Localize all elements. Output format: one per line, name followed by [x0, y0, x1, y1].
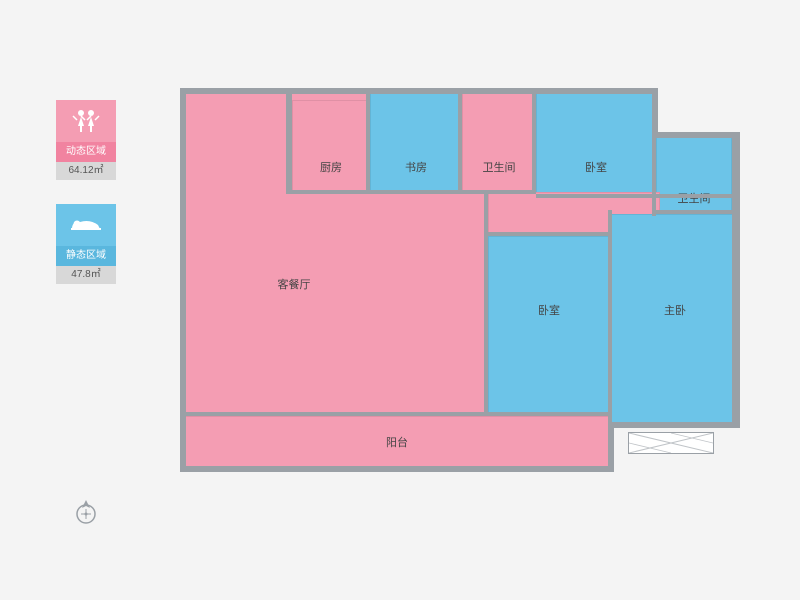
room-label-bed2: 卧室 [538, 302, 560, 318]
wall [180, 466, 614, 472]
legend: 动态区域 64.12㎡ 静态区域 47.8㎡ [56, 100, 116, 308]
legend-static-label: 静态区域 [56, 246, 116, 266]
wall [652, 88, 658, 136]
legend-dynamic-value: 64.12㎡ [56, 162, 116, 180]
room-bed2 [488, 236, 610, 416]
wall [286, 190, 536, 194]
wall [652, 210, 736, 214]
wall [458, 92, 462, 192]
legend-static-value: 47.8㎡ [56, 266, 116, 284]
wall [366, 92, 370, 192]
room-label-balcony: 阳台 [386, 434, 408, 450]
wall [652, 132, 738, 138]
compass-icon [72, 498, 100, 531]
legend-static: 静态区域 47.8㎡ [56, 204, 116, 284]
room-kitchen [292, 100, 370, 192]
room-label-master: 主卧 [664, 302, 686, 318]
wall [732, 132, 740, 428]
room-master [610, 214, 740, 424]
room-label-bed1: 卧室 [585, 159, 607, 175]
floorplan: 客餐厅厨房书房卫生间卧室卫生间卧室主卧阳台 [184, 92, 740, 480]
wall [286, 92, 292, 194]
wall [484, 232, 612, 236]
room-label-living: 客餐厅 [278, 276, 311, 292]
wall [536, 194, 736, 198]
wall [608, 210, 612, 426]
legend-dynamic: 动态区域 64.12㎡ [56, 100, 116, 180]
room-bed1 [536, 92, 656, 198]
room-label-kitchen: 厨房 [320, 159, 342, 175]
wall [608, 422, 740, 428]
sleep-icon [56, 204, 116, 246]
legend-dynamic-label: 动态区域 [56, 142, 116, 162]
room-bath1 [462, 92, 536, 192]
wall [180, 88, 656, 94]
ac-outdoor-unit [628, 432, 714, 454]
wall [484, 192, 488, 416]
room-study [370, 92, 462, 192]
room-label-bath2: 卫生间 [678, 190, 711, 206]
room-label-study: 书房 [405, 159, 427, 175]
wall [608, 422, 614, 470]
wall [180, 412, 612, 416]
people-icon [56, 100, 116, 142]
room-label-bath1: 卫生间 [483, 159, 516, 175]
wall [532, 92, 536, 194]
wall [652, 132, 656, 216]
